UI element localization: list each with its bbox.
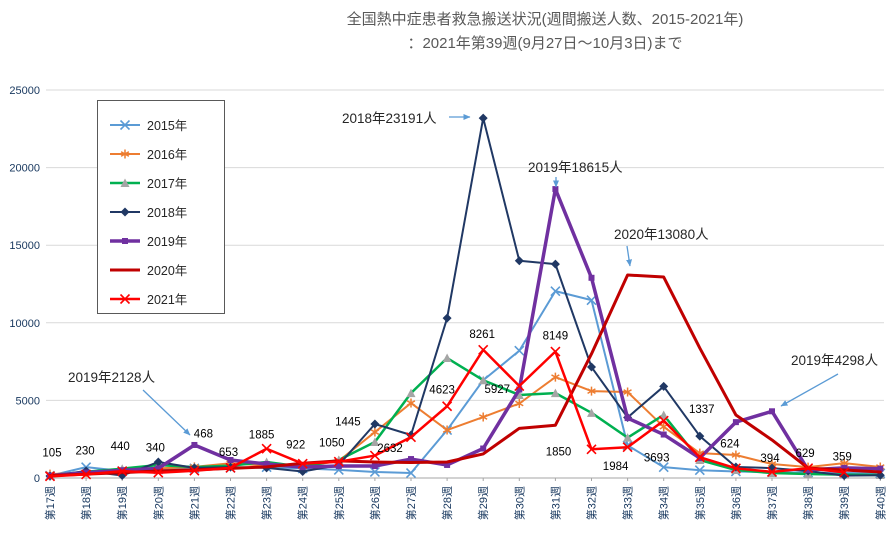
x-tick-label: 第37週 bbox=[765, 486, 779, 520]
y-tick-label: 20000 bbox=[9, 163, 40, 175]
data-label: 1050 bbox=[319, 438, 345, 450]
legend-swatch-icon bbox=[110, 237, 140, 244]
x-tick-label: 第26週 bbox=[368, 486, 382, 520]
data-label: 2632 bbox=[377, 443, 403, 455]
annotation-text: 2020年13080人 bbox=[614, 227, 709, 242]
annotation-arrow bbox=[142, 389, 191, 436]
x-axis: 第17週 第18週 第19週 第20週 第21週 第22週 第23週 第24週 第25週 第26週… bbox=[43, 477, 887, 520]
x-tick-label: 第39週 bbox=[837, 486, 851, 520]
data-label: 394 bbox=[760, 453, 780, 465]
x-tick-label: 第28週 bbox=[440, 486, 454, 520]
legend-label: 2015年 bbox=[147, 119, 188, 133]
y-tick-label: 15000 bbox=[9, 240, 40, 252]
legend-item-2019: 2019年 bbox=[98, 226, 224, 255]
x-tick-label: 第33週 bbox=[621, 486, 635, 520]
x-tick-label: 第25週 bbox=[332, 486, 346, 520]
annotation-text: 2019年18615人 bbox=[528, 160, 623, 175]
legend-swatch-icon bbox=[110, 178, 140, 187]
x-tick-label: 第36週 bbox=[729, 486, 743, 520]
data-label: 8261 bbox=[469, 329, 495, 341]
legend-swatch-icon bbox=[110, 207, 140, 216]
legend-box: 2015年 2016年 2017年 2018年 2019年 2020年 2021年 bbox=[97, 100, 225, 314]
legend-item-2021: 2021年 bbox=[98, 284, 224, 313]
data-label: 8149 bbox=[543, 331, 569, 343]
data-label: 624 bbox=[720, 438, 740, 450]
x-tick-label: 第32週 bbox=[585, 486, 599, 520]
annotation-text: 2019年2128人 bbox=[68, 370, 156, 385]
data-label: 1885 bbox=[249, 430, 275, 442]
series-2015 bbox=[44, 286, 886, 481]
chart-title: 全国熱中症患者救急搬送状況(週間搬送人数、2015-2021年) ：2021年第… bbox=[150, 8, 892, 56]
legend-label: 2018年 bbox=[147, 206, 188, 220]
data-label: 1984 bbox=[603, 461, 629, 473]
chart-title-line2: ：2021年第39週(9月27日～10月3日)まで bbox=[407, 35, 683, 52]
legend-label: 2019年 bbox=[147, 235, 188, 249]
annotation-text: 2019年4298人 bbox=[791, 353, 879, 368]
x-tick-label: 第17週 bbox=[43, 486, 57, 520]
x-tick-label: 第34週 bbox=[657, 486, 671, 520]
legend-swatch-icon bbox=[110, 293, 140, 304]
data-label: 629 bbox=[796, 448, 815, 460]
data-label: 230 bbox=[76, 445, 95, 457]
y-tick-label: 0 bbox=[34, 473, 40, 485]
data-label: 1445 bbox=[335, 417, 361, 429]
data-label: 340 bbox=[146, 443, 165, 455]
data-label: 5927 bbox=[485, 384, 511, 396]
legend-item-2015: 2015年 bbox=[98, 110, 224, 139]
y-axis-labels: 0 5000 10000 15000 20000 25000 bbox=[9, 85, 40, 485]
legend-swatch-icon bbox=[110, 149, 140, 158]
data-label: 4623 bbox=[429, 384, 455, 396]
legend-label: 2020年 bbox=[147, 264, 188, 278]
y-tick-label: 25000 bbox=[9, 85, 40, 97]
x-tick-label: 第30週 bbox=[512, 486, 526, 520]
x-tick-label: 第23週 bbox=[260, 486, 274, 520]
x-tick-label: 第29週 bbox=[476, 486, 490, 520]
x-tick-label: 第24週 bbox=[296, 486, 310, 520]
legend-item-2016: 2016年 bbox=[98, 139, 224, 168]
x-tick-label: 第27週 bbox=[404, 486, 418, 520]
data-label: 468 bbox=[194, 429, 213, 441]
x-tick-label: 第19週 bbox=[115, 486, 129, 520]
legend-label: 2021年 bbox=[147, 293, 188, 307]
x-tick-label: 第40週 bbox=[873, 486, 887, 520]
legend-swatch-icon bbox=[110, 268, 140, 271]
x-tick-label: 第22週 bbox=[224, 486, 238, 520]
data-labels-2021: 105 230 440 340 468 653 1885 922 1050 1445 2632 462… bbox=[42, 329, 851, 473]
x-tick-label: 第35週 bbox=[693, 486, 707, 520]
data-label: 359 bbox=[833, 451, 852, 463]
x-tick-label: 第21週 bbox=[187, 486, 201, 520]
x-tick-label: 第38週 bbox=[801, 486, 815, 520]
annotation-arrow bbox=[626, 245, 633, 267]
x-tick-label: 第18週 bbox=[79, 486, 93, 520]
x-tick-label: 第31週 bbox=[548, 486, 562, 520]
legend-item-2018: 2018年 bbox=[98, 197, 224, 226]
legend-item-2020: 2020年 bbox=[98, 255, 224, 284]
data-label: 922 bbox=[286, 440, 305, 452]
annotation-text: 2018年23191人 bbox=[342, 111, 437, 126]
data-label: 1850 bbox=[546, 446, 572, 458]
annotation-arrow bbox=[780, 373, 839, 407]
legend-label: 2017年 bbox=[147, 177, 188, 191]
series-2016 bbox=[45, 372, 885, 479]
data-label: 440 bbox=[111, 441, 130, 453]
data-label: 1337 bbox=[689, 404, 715, 416]
y-tick-label: 5000 bbox=[16, 395, 40, 407]
series-2021 bbox=[44, 344, 850, 482]
data-label: 653 bbox=[219, 447, 238, 459]
legend-swatch-icon bbox=[110, 119, 140, 130]
legend-item-2017: 2017年 bbox=[98, 168, 224, 197]
data-label: 105 bbox=[42, 447, 61, 459]
y-tick-label: 10000 bbox=[9, 318, 40, 330]
legend-label: 2016年 bbox=[147, 148, 188, 162]
annotations: 2019年2128人 2018年23191人 2019年18615人 2020年130… bbox=[68, 111, 879, 436]
data-label: 3693 bbox=[644, 453, 670, 465]
x-tick-label: 第20週 bbox=[151, 486, 165, 520]
chart-title-line1: 全国熱中症患者救急搬送状況(週間搬送人数、2015-2021年) bbox=[346, 11, 744, 28]
